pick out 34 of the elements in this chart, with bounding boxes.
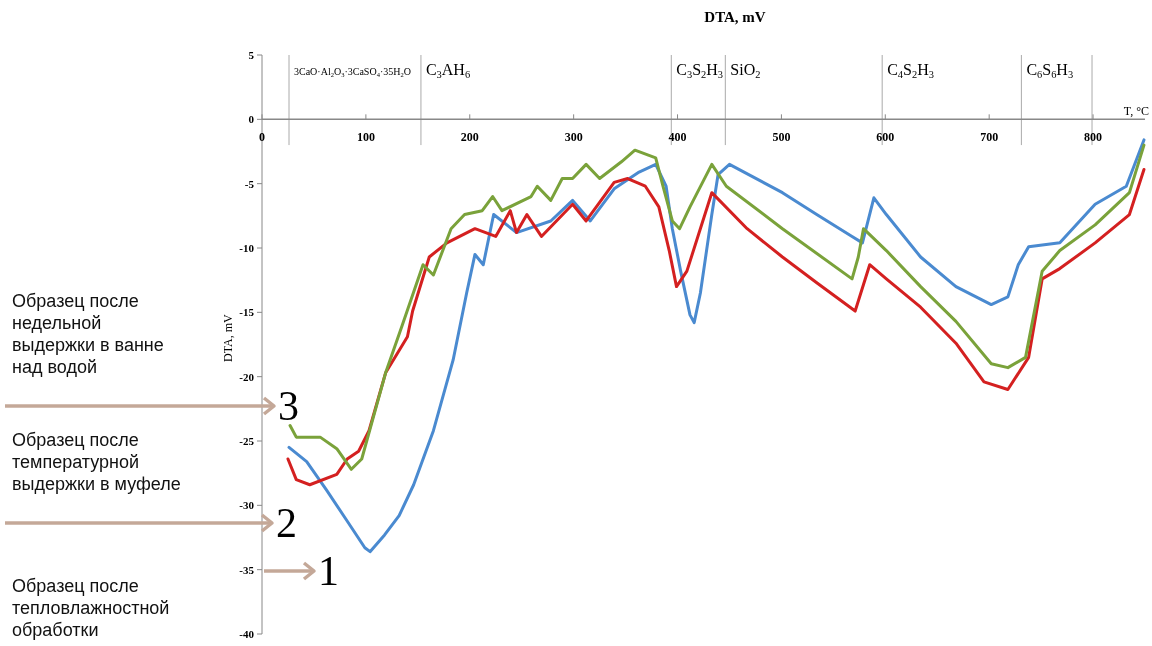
ref-line-label: C$_{6}$S$_{6}$H$_{3}$ [1026,61,1074,80]
x-tick-label: 800 [1084,130,1103,145]
x-tick-label: 700 [980,130,999,145]
y-tick-label: -30 [239,499,255,512]
ref-line-label: C$_{4}$S$_{2}$H$_{3}$ [887,61,934,80]
y-tick-label: -15 [239,306,255,319]
chart-title: DTA, mV [704,9,766,25]
y-tick-label: -40 [239,627,255,640]
y-tick-label: 0 [248,113,255,126]
y-tick-label: -25 [239,434,255,447]
text: Образец после тепловлажностной обработки [12,576,170,640]
ref-line-label: C$_{3}$AH$_{6}$ [425,61,471,80]
x-tick-label: 100 [356,130,375,145]
text: 3CaO·Al$_{2}$O$_{3}$·3CaSO$_{4}$·35H$_{2}$O [294,66,411,78]
x-tick-label: 300 [564,130,583,145]
x-axis-title: T, °C [1123,104,1149,119]
x-tick-label: 0 [259,130,265,145]
series-label: 2 [276,500,297,546]
series-label: 3 [278,383,299,429]
y-tick-label: 5 [248,48,255,61]
ref-line-label: C$_{3}$S$_{2}$H$_{3}$ [676,61,724,80]
text: Образец после недельной выдержки в ванне над водой [12,291,164,377]
y-tick-label: -5 [244,177,255,190]
x-tick-label: 200 [460,130,479,145]
x-tick-label: 500 [772,130,791,145]
x-tick-label: 600 [876,130,895,145]
text: Образец после температурной выдержки в муфеле [12,430,181,494]
y-tick-label: -20 [239,370,255,383]
y-tick-label: -35 [239,563,255,576]
y-axis-title: DTA, mV [221,313,235,362]
x-tick-label: 400 [668,130,687,145]
y-tick-label: -10 [239,241,255,254]
ref-line-label: SiO$_{2}$ [730,61,761,80]
series-label: 1 [318,548,339,594]
